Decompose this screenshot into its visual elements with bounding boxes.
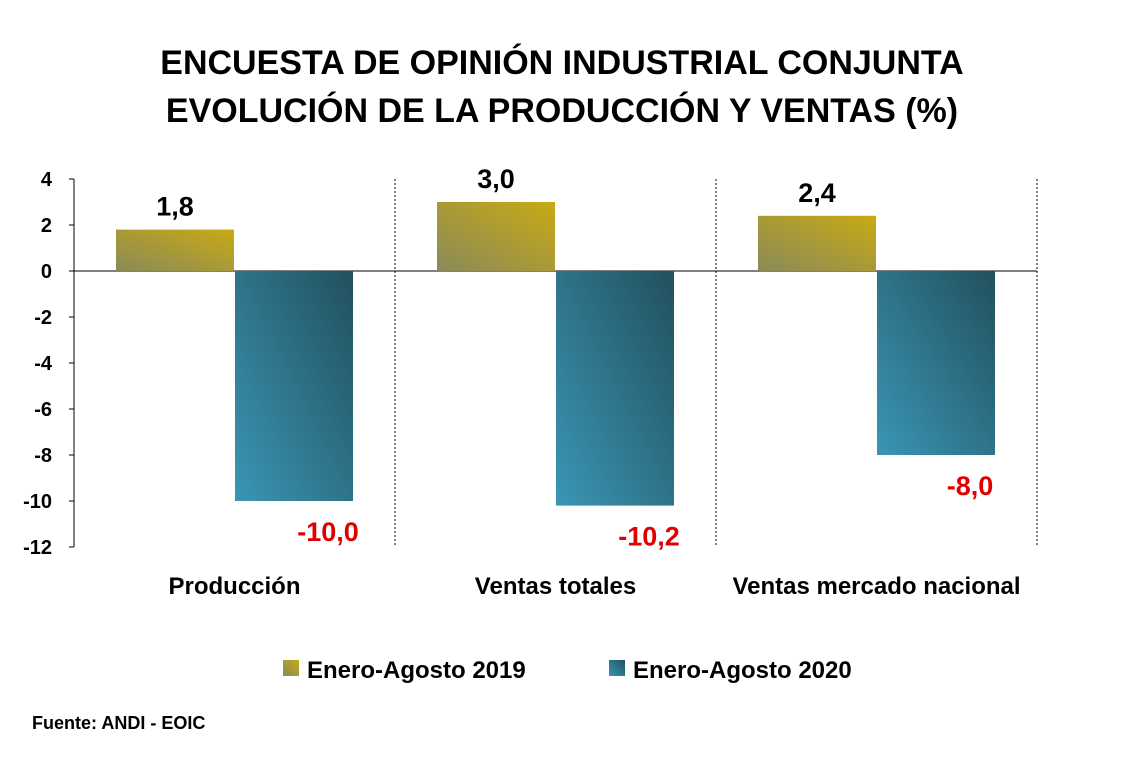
bar-2020-2 xyxy=(556,271,674,506)
y-tick-label: -6 xyxy=(34,399,52,421)
category-label: Producción xyxy=(168,573,300,600)
legend-swatch xyxy=(609,660,625,676)
legend-label: Enero-Agosto 2019 xyxy=(307,657,526,684)
y-tick-label: -10 xyxy=(23,491,52,513)
y-tick-label: -8 xyxy=(34,445,52,467)
y-tick-label: 2 xyxy=(41,215,52,237)
y-tick-label: -2 xyxy=(34,307,52,329)
data-label: 2,4 xyxy=(798,178,836,208)
y-tick-label: -4 xyxy=(34,353,53,375)
legend: Enero-Agosto 2019 Enero-Agosto 2020 xyxy=(283,657,852,684)
data-label: -10,2 xyxy=(618,522,680,552)
legend-label: Enero-Agosto 2020 xyxy=(633,657,852,684)
source-note: Fuente: ANDI - EOIC xyxy=(32,713,206,733)
y-tick-label: -12 xyxy=(23,537,52,559)
legend-swatch xyxy=(283,660,299,676)
data-label: 3,0 xyxy=(477,164,515,194)
y-tick-label: 4 xyxy=(41,169,53,191)
bars-layer xyxy=(116,202,995,506)
category-label: Ventas mercado nacional xyxy=(732,573,1020,600)
chart-title-line-1: ENCUESTA DE OPINIÓN INDUSTRIAL CONJUNTA xyxy=(160,44,964,82)
data-label: -8,0 xyxy=(947,471,994,501)
chart-title-line-2: EVOLUCIÓN DE LA PRODUCCIÓN Y VENTAS (%) xyxy=(165,92,959,130)
bar-2020-3 xyxy=(877,271,995,455)
axis-layer: 4 2 0 -2 -4 -6 -8 -10 -12 xyxy=(23,169,1038,559)
data-label: 1,8 xyxy=(156,192,194,222)
bar-2020-1 xyxy=(235,271,353,501)
category-label: Ventas totales xyxy=(475,573,636,600)
labels-layer: 1,8 3,0 2,4 -10,0 -10,2 -8,0 Producción Ventas … xyxy=(156,164,1020,600)
y-tick-label: 0 xyxy=(41,261,52,283)
bar-2019-3 xyxy=(758,215,876,271)
bar-2019-2 xyxy=(437,202,555,271)
data-label: -10,0 xyxy=(297,517,359,547)
bar-2019-1 xyxy=(116,229,234,271)
